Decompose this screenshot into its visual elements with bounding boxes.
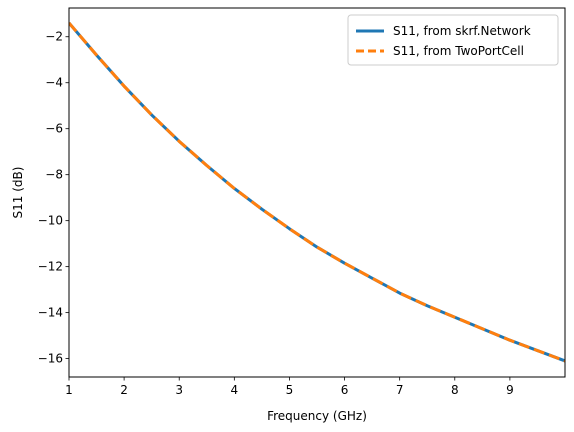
y-tick-label: −8 xyxy=(45,168,63,182)
x-tick-label: 2 xyxy=(120,383,128,397)
x-tick-label: 7 xyxy=(396,383,404,397)
x-tick-label: 4 xyxy=(231,383,239,397)
y-axis: −2 −4 −6 −8 −10 −12 −14 −16 xyxy=(38,30,69,366)
legend-box xyxy=(347,14,559,66)
legend: S11, from skrf.Network S11, from TwoPort… xyxy=(347,14,559,66)
x-axis: 1 2 3 4 5 6 7 8 9 xyxy=(65,377,514,397)
x-tick-label: 8 xyxy=(451,383,459,397)
y-tick-label: −4 xyxy=(45,76,63,90)
legend-label-skrf-network: S11, from skrf.Network xyxy=(393,24,531,38)
plot-area xyxy=(69,21,565,363)
axes-frame xyxy=(68,7,566,378)
series-line-skrf-network xyxy=(69,21,565,363)
series-line-twoportcell xyxy=(69,21,565,363)
y-axis-label: S11 (dB) xyxy=(11,167,25,219)
y-tick-label: −12 xyxy=(38,260,63,274)
x-tick-label: 5 xyxy=(286,383,294,397)
y-tick-label: −16 xyxy=(38,352,63,366)
x-tick-label: 3 xyxy=(175,383,183,397)
x-axis-label: Frequency (GHz) xyxy=(267,409,367,423)
y-tick-label: −6 xyxy=(45,122,63,136)
x-tick-label: 9 xyxy=(506,383,514,397)
x-tick-label: 6 xyxy=(341,383,349,397)
legend-label-twoportcell: S11, from TwoPortCell xyxy=(393,44,524,58)
y-tick-label: −10 xyxy=(38,214,63,228)
y-tick-label: −14 xyxy=(38,306,63,320)
y-tick-label: −2 xyxy=(45,30,63,44)
x-tick-label: 1 xyxy=(65,383,73,397)
